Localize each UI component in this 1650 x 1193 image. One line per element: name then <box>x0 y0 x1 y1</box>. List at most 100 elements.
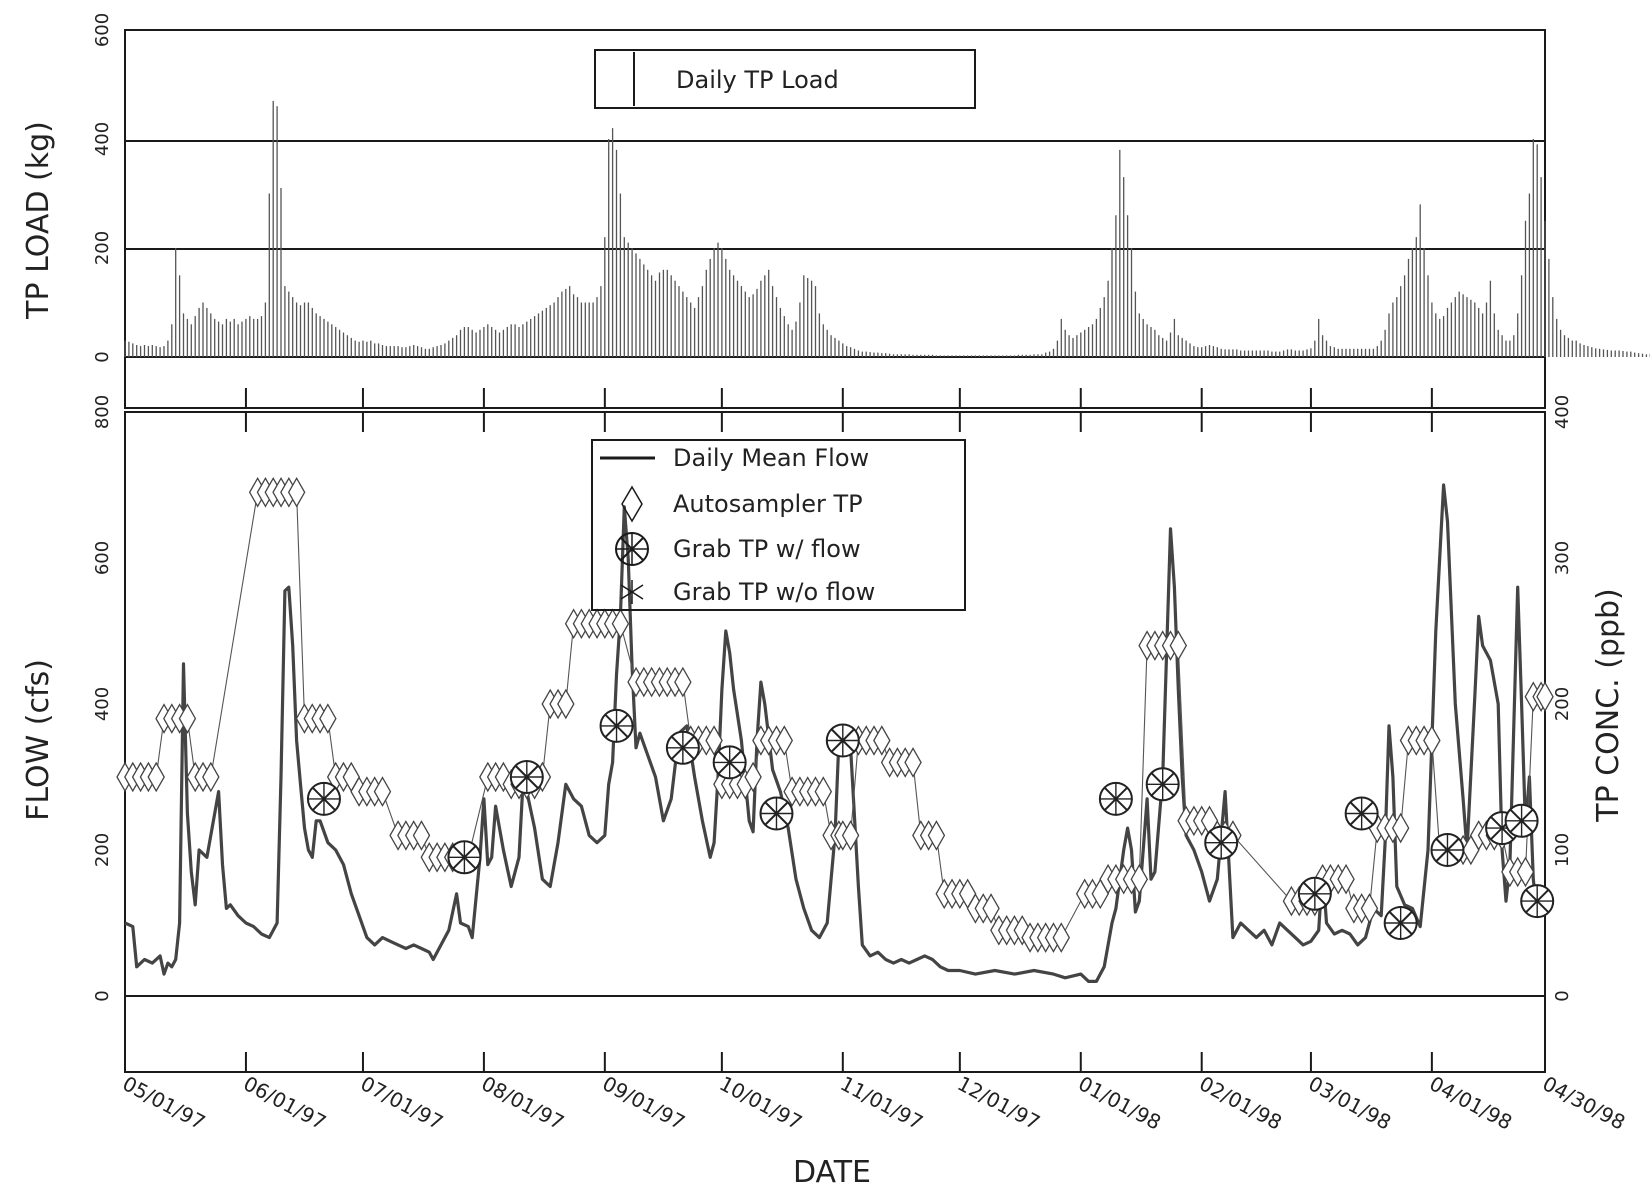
conc-y-tick-label: 400 <box>1552 395 1573 429</box>
flow-line-path <box>124 483 1547 984</box>
flow-y-tick-label: 0 <box>92 990 113 1001</box>
tp-load-y-tick-label: 0 <box>92 351 113 362</box>
grab-circled-x-marker <box>665 730 700 765</box>
conc-y-ticks: 0 100 200 300 400 <box>1552 395 1573 1002</box>
grab-circled-x-marker <box>1297 876 1332 911</box>
autosampler-diamond-marker <box>319 703 337 734</box>
grab-circled-x-marker <box>306 781 341 816</box>
daily-mean-flow-series <box>124 483 1547 984</box>
conc-y-tick-label: 0 <box>1552 990 1573 1001</box>
grab-circled-x-marker <box>1098 781 1133 816</box>
date-x-tick-label: 11/01/97 <box>836 1071 927 1134</box>
flow-y-ticks: 0 200 400 600 800 <box>92 395 113 1002</box>
legend-diamond-icon <box>621 485 643 523</box>
grab-circled-x-marker <box>447 840 482 875</box>
autosampler-tp-series <box>116 476 1554 953</box>
grab-circled-x-marker <box>1430 833 1465 867</box>
conc-y-axis-title: TP CONC. (ppb) <box>1591 588 1626 823</box>
conc-y-tick-label: 100 <box>1552 833 1573 867</box>
tp-load-y-tick-label: 400 <box>92 122 113 156</box>
date-x-tick-label: 12/01/97 <box>953 1071 1044 1134</box>
date-x-tick-label: 01/01/98 <box>1074 1071 1165 1134</box>
autosampler-diamond-marker <box>287 476 306 508</box>
date-x-tick-label: 04/01/98 <box>1426 1071 1517 1134</box>
autosampler-diamond-marker <box>1516 856 1535 888</box>
conc-y-tick-label: 300 <box>1552 541 1573 575</box>
legend-asterisk-icon <box>620 580 644 604</box>
autosampler-diamond-marker <box>674 666 692 698</box>
autosampler-diamond-marker <box>373 776 392 807</box>
flow-conc-panel: 0 200 400 600 800 0 100 200 300 400 05/01/97 06/0… <box>21 395 1629 1190</box>
tp-load-bars <box>124 100 1650 357</box>
grab-circled-x-marker <box>825 723 860 758</box>
autosampler-diamond-marker <box>982 893 1000 924</box>
legend-grab-without-flow-label: Grab TP w/o flow <box>673 578 875 606</box>
date-x-tick-label: 10/01/97 <box>716 1071 807 1134</box>
flow-y-tick-label: 800 <box>92 395 113 429</box>
flow-y-tick-label: 200 <box>92 833 113 867</box>
flow-legend: Daily Mean Flow Autosampler TP Grab TP w… <box>591 439 966 611</box>
autosampler-diamond-marker <box>1391 812 1410 844</box>
legend-autosampler-label: Autosampler TP <box>673 490 863 518</box>
flow-legend-box <box>591 439 966 611</box>
autosampler-diamond-marker <box>202 761 220 793</box>
autosampler-diamond-marker <box>904 747 922 778</box>
autosampler-diamond-marker <box>1337 863 1355 895</box>
flow-y-tick-label: 600 <box>92 541 113 575</box>
autosampler-diamond-marker <box>147 761 165 793</box>
tp-load-panel: 0 200 400 600 TP LOAD (kg) Daily TP Load <box>21 13 1650 409</box>
grab-tp-with-flow-series <box>306 708 1555 940</box>
autosampler-diamond-marker <box>841 820 860 851</box>
autosampler-diamond-marker <box>927 820 946 851</box>
date-x-tick-label: 09/01/97 <box>598 1071 689 1134</box>
autosampler-diamond-marker <box>412 820 431 851</box>
grab-circled-x-marker <box>1520 884 1555 919</box>
grab-circled-x-marker <box>1344 796 1379 831</box>
autosampler-diamond-marker <box>744 761 762 793</box>
grab-circled-x-marker <box>712 745 747 780</box>
date-x-tick-label: 03/01/98 <box>1305 1071 1396 1134</box>
grab-circled-x-marker <box>509 760 544 794</box>
autosampler-diamond-marker <box>775 725 794 756</box>
tp-load-y-ticks: 0 200 400 600 <box>92 13 113 363</box>
autosampler-diamond-marker <box>1052 922 1071 953</box>
legend-flow-label: Daily Mean Flow <box>673 444 869 472</box>
grab-circled-x-marker <box>1145 767 1180 802</box>
tp-load-legend-label: Daily TP Load <box>676 66 839 94</box>
autosampler-diamond-marker <box>814 776 833 807</box>
autosampler-diamond-marker <box>1169 630 1188 661</box>
legend-circled-x-icon <box>615 532 649 566</box>
date-x-tick-label: 02/01/98 <box>1195 1071 1286 1134</box>
autosampler-diamond-marker <box>705 725 723 756</box>
tp-load-y-axis-title: TP LOAD (kg) <box>21 121 56 320</box>
grab-circled-x-marker <box>1504 803 1539 838</box>
autosampler-diamond-marker <box>1013 914 1032 946</box>
autosampler-diamond-marker <box>611 608 630 640</box>
date-x-tick-label: 04/30/98 <box>1539 1071 1630 1134</box>
autosampler-diamond-marker <box>1360 893 1379 924</box>
autosampler-diamond-marker <box>873 725 891 756</box>
grab-circled-x-marker <box>1383 906 1418 940</box>
tp-load-legend: Daily TP Load <box>594 49 976 109</box>
grab-circled-x-marker <box>759 796 794 831</box>
date-x-tick-label: 06/01/97 <box>240 1071 331 1134</box>
legend-grab-with-flow-label: Grab TP w/ flow <box>673 535 861 563</box>
flow-y-axis-title: FLOW (cfs) <box>21 659 56 821</box>
autosampler-diamond-marker <box>1130 863 1149 895</box>
grab-circled-x-marker <box>1204 825 1239 860</box>
flow-y-tick-label: 400 <box>92 687 113 721</box>
tp-load-legend-box <box>594 49 976 109</box>
date-x-tick-label: 08/01/97 <box>478 1071 569 1134</box>
tp-load-x-ticks <box>124 388 1546 408</box>
tp-load-y-tick-label: 200 <box>92 231 113 265</box>
date-x-axis-title: DATE <box>793 1155 871 1190</box>
conc-y-tick-label: 200 <box>1552 687 1573 721</box>
tp-load-y-tick-label: 600 <box>92 13 113 47</box>
date-x-tick-label: 05/01/97 <box>119 1071 210 1134</box>
autosampler-diamond-marker <box>178 703 197 734</box>
autosampler-diamond-marker <box>557 688 575 720</box>
flow-plot-frame <box>124 411 1546 1073</box>
autosampler-diamond-marker <box>1423 725 1441 756</box>
grab-circled-x-marker <box>599 708 634 743</box>
